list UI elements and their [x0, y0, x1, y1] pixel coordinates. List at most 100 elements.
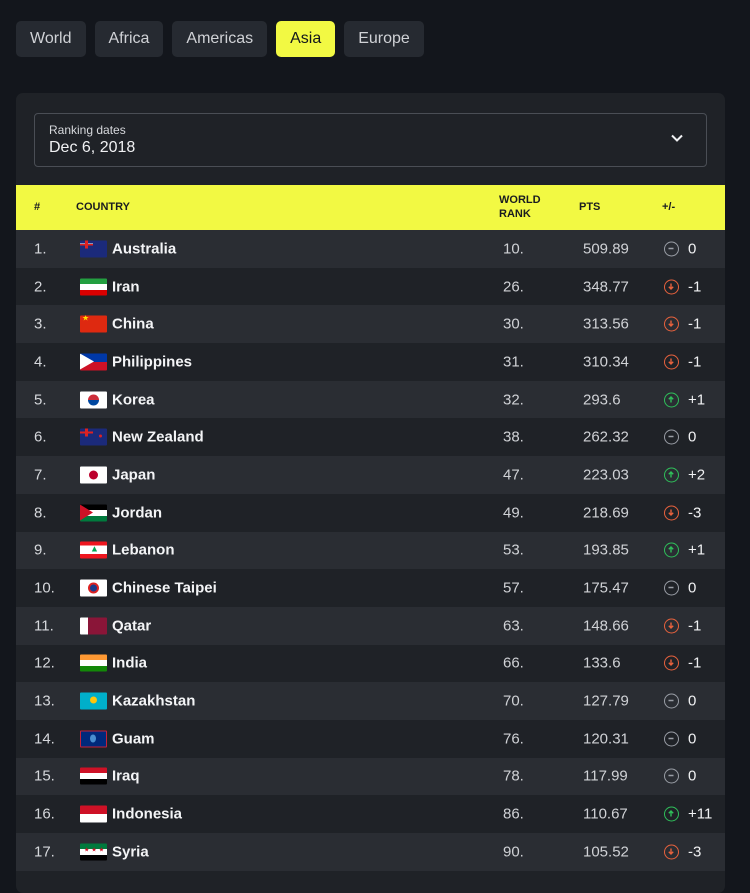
country-name[interactable]: India — [112, 654, 148, 672]
world-rank: 70. — [503, 692, 524, 710]
tab-africa[interactable]: Africa — [94, 21, 164, 57]
country-name[interactable]: Iraq — [112, 767, 140, 785]
header-pts: PTS — [579, 201, 601, 213]
flag-kz-icon — [80, 692, 107, 710]
rank-change: -1 — [688, 315, 702, 333]
world-rank: 26. — [503, 278, 524, 296]
points: 105.52 — [583, 843, 629, 861]
table-row[interactable]: 5. Korea 32. 293.6 +1 — [16, 380, 725, 419]
trend-same-icon — [664, 580, 679, 596]
table-row[interactable]: 4. Philippines 31. 310.34 -1 — [16, 343, 725, 381]
country-name[interactable]: Syria — [112, 843, 149, 861]
world-rank: 31. — [503, 353, 524, 371]
flag-gu-icon — [80, 730, 107, 748]
country-name[interactable]: Philippines — [112, 353, 193, 371]
tab-europe[interactable]: Europe — [344, 21, 424, 57]
header-world-rank-2: RANK — [499, 208, 531, 220]
rank-change: -1 — [688, 353, 702, 371]
flag-id-icon — [80, 805, 107, 823]
country-name[interactable]: Korea — [112, 391, 155, 409]
table-row[interactable]: 2. Iran 26. 348.77 -1 — [16, 267, 725, 306]
table-row[interactable]: 7. Japan 47. 223.03 +2 — [16, 456, 725, 494]
flag-iq-icon — [80, 767, 107, 785]
country-name[interactable]: Kazakhstan — [112, 692, 196, 710]
country-name[interactable]: Lebanon — [112, 541, 175, 559]
country-name[interactable]: Iran — [112, 278, 140, 296]
flag-in-icon — [80, 654, 107, 672]
trend-down-icon — [664, 505, 679, 521]
country-name[interactable]: Chinese Taipei — [112, 579, 217, 597]
rank-change: 0 — [688, 692, 697, 710]
points: 293.6 — [583, 391, 621, 409]
rank-change: -1 — [688, 617, 702, 635]
world-rank: 47. — [503, 466, 524, 484]
trend-up-icon — [664, 392, 679, 408]
world-rank: 90. — [503, 843, 524, 861]
table-row[interactable]: 16. Indonesia 86. 110.67 +11 — [16, 795, 725, 833]
points: 117.99 — [583, 767, 628, 785]
table-row[interactable]: 12. India 66. 133.6 -1 — [16, 644, 725, 683]
trend-up-icon — [664, 806, 679, 822]
table-row[interactable]: 15. Iraq 78. 117.99 0 — [16, 757, 725, 796]
trend-down-icon — [664, 279, 679, 295]
country-name[interactable]: New Zealand — [112, 428, 204, 446]
country-name[interactable]: Qatar — [112, 617, 152, 635]
rankings-panel: Ranking dates Dec 6, 2018 # COUNTRY WORL… — [16, 93, 725, 893]
trend-same-icon — [664, 429, 679, 445]
header-change: +/- — [662, 201, 676, 213]
rank: 2. — [34, 278, 47, 296]
flag-jo-icon — [80, 504, 107, 522]
country-name[interactable]: China — [112, 315, 154, 333]
trend-down-icon — [664, 316, 679, 332]
header-country: COUNTRY — [76, 201, 130, 213]
rank: 17. — [34, 843, 55, 861]
trend-up-icon — [664, 467, 679, 483]
trend-same-icon — [664, 768, 679, 784]
country-name[interactable]: Jordan — [112, 504, 163, 522]
table-row[interactable]: 8. Jordan 49. 218.69 -3 — [16, 493, 725, 532]
world-rank: 49. — [503, 504, 524, 522]
rank: 15. — [34, 767, 55, 785]
flag-nz-icon — [80, 428, 107, 446]
table-row[interactable]: 6. New Zealand 38. 262.32 0 — [16, 418, 725, 457]
tab-world[interactable]: World — [16, 21, 86, 57]
table-row[interactable]: 13. Kazakhstan 70. 127.79 0 — [16, 682, 725, 720]
country-name[interactable]: Guam — [112, 730, 155, 748]
table-row[interactable]: 14. Guam 76. 120.31 0 — [16, 719, 725, 758]
ranking-dates-select[interactable]: Ranking dates Dec 6, 2018 — [34, 113, 707, 167]
world-rank: 78. — [503, 767, 524, 785]
rank: 12. — [34, 654, 55, 672]
table-row[interactable]: 11. Qatar 63. 148.66 -1 — [16, 606, 725, 645]
rank: 9. — [34, 541, 47, 559]
world-rank: 38. — [503, 428, 524, 446]
rank: 6. — [34, 428, 47, 446]
rank: 13. — [34, 692, 55, 710]
rank: 5. — [34, 391, 47, 409]
rank-change: -1 — [688, 654, 702, 672]
world-rank: 57. — [503, 579, 524, 597]
table-row[interactable]: 10. Chinese Taipei 57. 175.47 0 — [16, 569, 725, 607]
rank-change: -3 — [688, 504, 702, 522]
rank-change: 0 — [688, 730, 697, 748]
points: 175.47 — [583, 579, 629, 597]
table-row[interactable]: 1. Australia 10. 509.89 0 — [16, 230, 725, 268]
rank-change: +1 — [688, 541, 706, 559]
ranking-dates-label: Ranking dates — [49, 123, 126, 137]
tab-asia[interactable]: Asia — [276, 21, 336, 57]
country-name[interactable]: Indonesia — [112, 805, 183, 823]
world-rank: 66. — [503, 654, 524, 672]
trend-up-icon — [664, 542, 679, 558]
flag-lb-icon: ▲ — [80, 541, 107, 559]
tab-americas[interactable]: Americas — [172, 21, 268, 57]
flag-tpe-icon — [80, 579, 107, 597]
country-name[interactable]: Japan — [112, 466, 156, 484]
trend-down-icon — [664, 618, 679, 634]
table-row[interactable]: 3. ★ China 30. 313.56 -1 — [16, 305, 725, 344]
rank-change: 0 — [688, 428, 697, 446]
flag-qa-icon — [80, 617, 107, 635]
trend-down-icon — [664, 354, 679, 370]
country-name[interactable]: Australia — [112, 240, 177, 258]
table-row[interactable]: 17. ★★★ Syria 90. 105.52 -3 — [16, 833, 725, 871]
points: 262.32 — [583, 428, 629, 446]
table-row[interactable]: 9. ▲ Lebanon 53. 193.85 +1 — [16, 531, 725, 570]
